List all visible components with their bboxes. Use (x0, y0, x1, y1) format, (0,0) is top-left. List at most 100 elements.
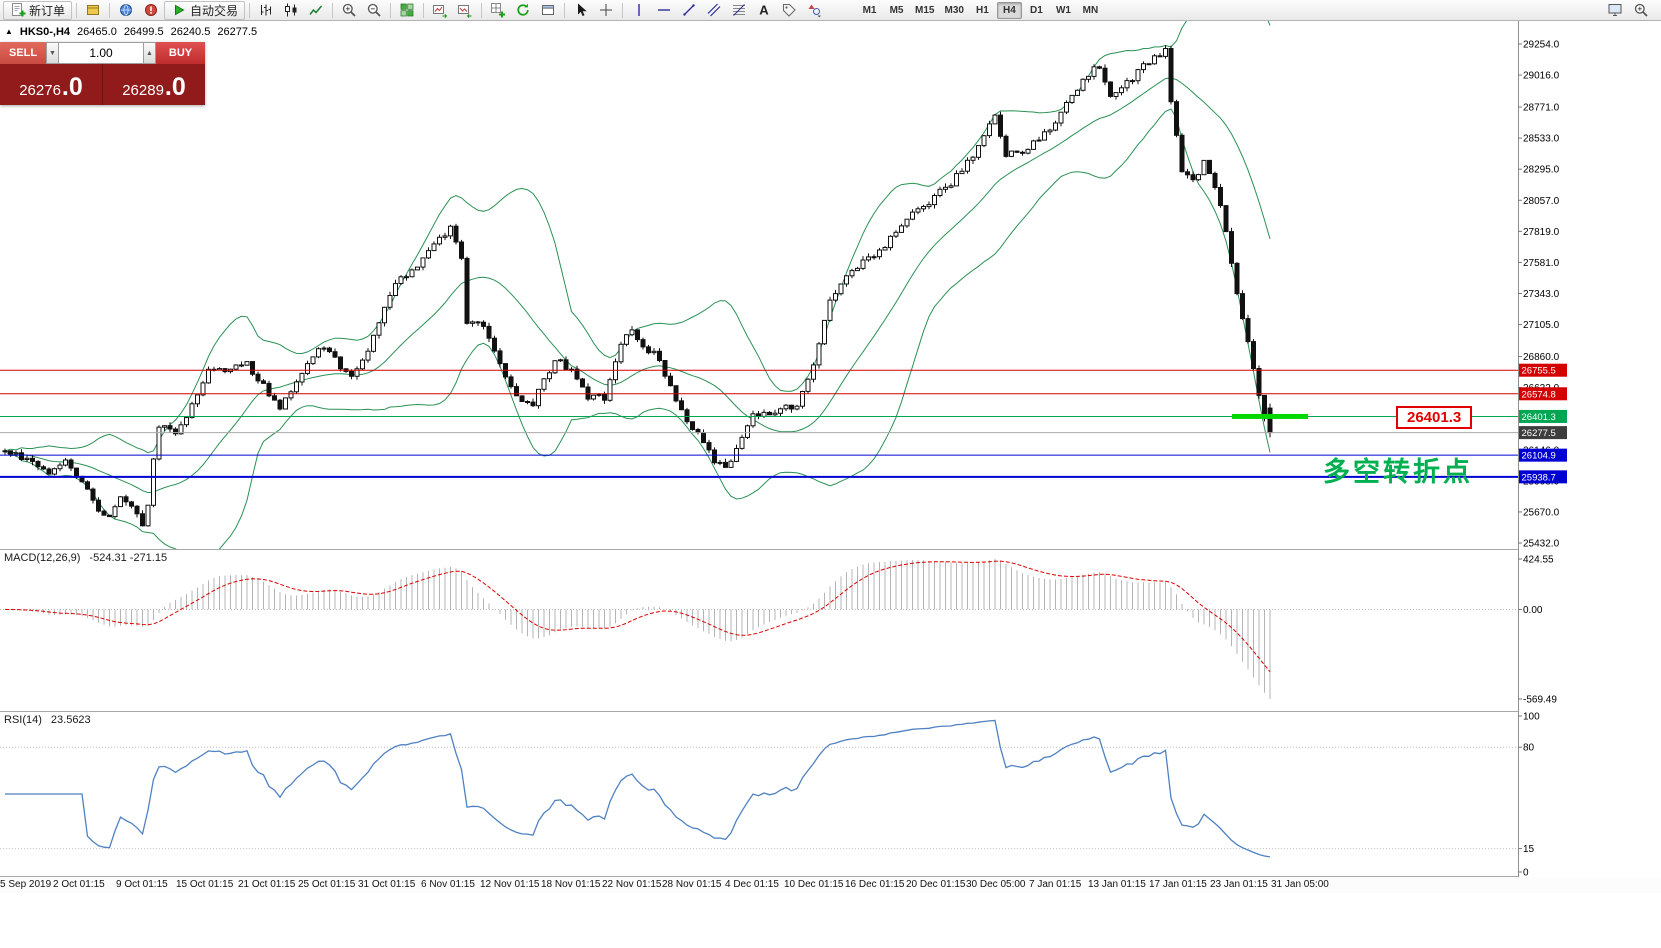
timeframe-h4-button[interactable]: H4 (996, 1, 1022, 19)
line-chart-mode-button[interactable] (304, 1, 328, 20)
time-label: 31 Jan 05:00 (1271, 879, 1329, 890)
cursor-tool-button[interactable] (569, 1, 593, 20)
zoom-out-button[interactable] (362, 1, 386, 20)
chart-shift-button[interactable] (453, 1, 477, 20)
channel-tool-button[interactable] (702, 1, 726, 20)
candle (888, 235, 893, 249)
candle (162, 425, 167, 428)
time-axis[interactable]: 5 Sep 2019 2 Oct 01:15 9 Oct 01:15 15 Oct 0… (0, 877, 1661, 893)
horizontal-line-tool-button[interactable] (652, 1, 676, 20)
volume-input[interactable] (59, 42, 143, 64)
fibonacci-tool-button[interactable] (727, 1, 751, 20)
price-tick-label: 27819.0 (1523, 227, 1560, 238)
candle (629, 329, 635, 336)
candle (657, 350, 662, 361)
turning-point-annotation[interactable]: 多空转折点 (1323, 457, 1473, 487)
refresh-button[interactable] (511, 1, 535, 20)
price-axis-label (1519, 426, 1567, 440)
bar-chart-mode-button[interactable] (254, 1, 278, 20)
candle (651, 350, 657, 354)
price-axis-label (1519, 409, 1567, 423)
time-label: 17 Jan 01:15 (1149, 879, 1207, 890)
buy-button[interactable]: BUY (156, 42, 205, 64)
volume-decrease-button[interactable]: ▼ (46, 42, 59, 64)
trendline-tool-button[interactable] (677, 1, 701, 20)
sell-button[interactable]: SELL (0, 42, 46, 64)
candle (827, 299, 833, 321)
timeframe-h1-button[interactable]: H1 (976, 4, 989, 16)
new-order-button[interactable]: 新订单 (3, 0, 73, 20)
candle (255, 373, 261, 382)
main-price-panel[interactable] (0, 21, 1518, 560)
label-tool-button[interactable] (777, 1, 801, 20)
candle (316, 348, 321, 358)
candle (800, 391, 805, 407)
candle (563, 359, 569, 371)
timeframe-m15-button[interactable]: M15 (915, 4, 935, 16)
timeframe-d1-button[interactable]: D1 (1030, 4, 1043, 16)
price-callout-label[interactable]: 26401.3 (1396, 406, 1473, 429)
candle (129, 501, 134, 507)
candle (1157, 55, 1163, 58)
time-label: 30 Dec 05:00 (966, 879, 1026, 890)
candlestick-mode-button[interactable] (279, 1, 303, 20)
candle (871, 256, 877, 259)
candle (41, 466, 46, 470)
timeframe-m1-button[interactable]: M1 (862, 4, 877, 16)
timeframe-m5-button[interactable]: M5 (889, 4, 904, 16)
turning-point-highlight[interactable] (1232, 413, 1308, 419)
open-value: 26465.0 (77, 26, 117, 38)
candle (156, 426, 162, 460)
auto-scroll-button[interactable] (428, 1, 452, 20)
sell-price[interactable]: 26276 .0 (0, 64, 103, 105)
help-center-button[interactable] (139, 1, 163, 20)
shapes-tool-button[interactable] (802, 1, 826, 20)
chart-canvas[interactable]: 29254.0 29016.0 28771.0 28533.0 28295.0 28057… (0, 21, 1661, 877)
zoom-in-icon (341, 2, 357, 18)
candle (596, 393, 602, 396)
volume-increase-button[interactable]: ▲ (143, 42, 156, 64)
candle (833, 293, 838, 301)
market-depth-button[interactable] (81, 1, 105, 20)
candle (189, 403, 195, 419)
auto-trading-icon (171, 2, 187, 18)
candle (1113, 92, 1119, 97)
candle (1251, 341, 1256, 370)
trade-panel-controls: SELL ▼ ▲ BUY (0, 42, 205, 64)
candle (1058, 111, 1064, 124)
one-click-trading-panel: SELL ▼ ▲ BUY 26276 .0 26289 .0 (0, 42, 205, 105)
candle (145, 504, 151, 527)
rsi-panel[interactable] (0, 719, 1518, 858)
timeframe-mn-button[interactable]: MN (1082, 4, 1099, 16)
chart-window-button[interactable] (536, 1, 560, 20)
auto-trading-button[interactable]: 自动交易 (164, 0, 246, 20)
symbol-period: HKS0-,H4 (19, 26, 71, 38)
timeframe-w1-button[interactable]: W1 (1055, 4, 1071, 16)
candle (899, 225, 904, 233)
candle (552, 360, 558, 374)
macd-panel[interactable] (0, 559, 1518, 699)
tile-windows-button[interactable] (395, 1, 419, 20)
candle (112, 506, 118, 518)
candle (85, 481, 90, 490)
vertical-line-tool-button[interactable] (627, 1, 651, 20)
timeframe-m30-button[interactable]: M30 (944, 4, 964, 16)
candle (206, 368, 211, 384)
new-chart-button[interactable] (486, 1, 510, 20)
text-tool-button[interactable]: A (752, 1, 776, 20)
buy-price[interactable]: 26289 .0 (103, 64, 205, 105)
toolbar-separator (390, 2, 392, 18)
zoom-in-button[interactable] (337, 1, 361, 20)
community-button[interactable] (114, 1, 138, 20)
macd-values: -524.31 -271.15 (89, 552, 168, 564)
candle (442, 235, 448, 238)
data-window-button[interactable] (1603, 1, 1627, 20)
search-button[interactable] (1629, 1, 1653, 20)
candle (772, 412, 778, 416)
toolbar-right-group (1603, 1, 1658, 20)
candle (140, 513, 145, 527)
high-value: 26499.5 (123, 26, 164, 38)
crosshair-tool-button[interactable] (594, 1, 618, 20)
candle (299, 372, 305, 383)
candle (46, 468, 52, 475)
